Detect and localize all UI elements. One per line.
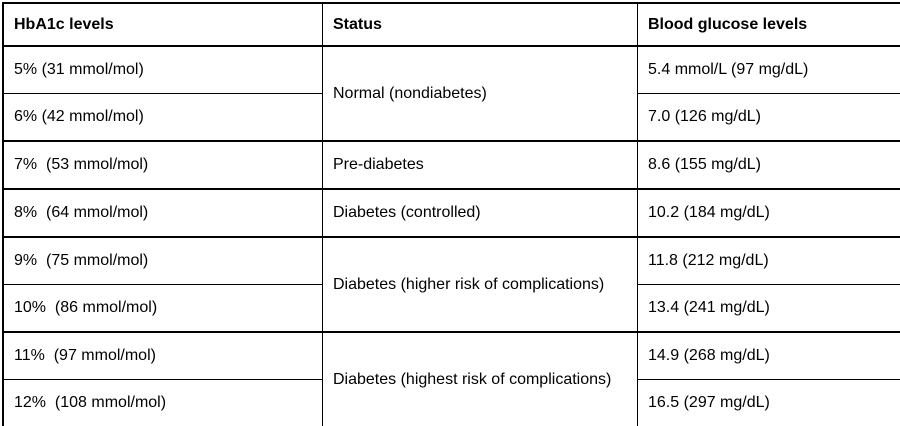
cell-status-higher-risk: Diabetes (higher risk of complications) bbox=[322, 236, 638, 333]
table-row: 5% (31 mmol/mol) Normal (nondiabetes) 5.… bbox=[2, 45, 900, 142]
cell-hba1c: 10% (86 mmol/mol) bbox=[2, 284, 323, 333]
cell-status-prediabetes: Pre-diabetes bbox=[322, 140, 638, 190]
cell-glucose: 10.2 (184 mg/dL) bbox=[637, 188, 900, 238]
column-header-hba1c: HbA1c levels bbox=[2, 2, 323, 47]
cell-hba1c: 6% (42 mmol/mol) bbox=[2, 93, 323, 142]
cell-status-highest-risk: Diabetes (highest risk of complications) bbox=[322, 331, 638, 426]
cell-hba1c: 11% (97 mmol/mol) bbox=[2, 331, 323, 380]
table-row: 12% (108 mmol/mol) 16.5 (297 mg/dL) bbox=[2, 379, 900, 426]
table-row: 8% (64 mmol/mol) Diabetes (controlled) 1… bbox=[2, 188, 900, 238]
cell-glucose: 8.6 (155 mg/dL) bbox=[637, 140, 900, 190]
cell-glucose: 11.8 (212 mg/dL) bbox=[637, 236, 900, 285]
cell-hba1c: 7% (53 mmol/mol) bbox=[2, 140, 323, 190]
table-row: 9% (75 mmol/mol) Diabetes (higher risk o… bbox=[2, 236, 900, 333]
cell-hba1c: 8% (64 mmol/mol) bbox=[2, 188, 323, 238]
cell-glucose: 5.4 mmol/L (97 mg/dL) bbox=[637, 45, 900, 94]
column-header-status: Status bbox=[322, 2, 638, 47]
cell-hba1c: 12% (108 mmol/mol) bbox=[2, 379, 323, 426]
table-row: 6% (42 mmol/mol) 7.0 (126 mg/dL) bbox=[2, 93, 900, 142]
cell-hba1c: 5% (31 mmol/mol) bbox=[2, 45, 323, 94]
table-header-row: HbA1c levels Status Blood glucose levels bbox=[2, 2, 900, 47]
cell-glucose: 14.9 (268 mg/dL) bbox=[637, 331, 900, 380]
column-header-glucose: Blood glucose levels bbox=[637, 2, 900, 47]
cell-status-normal: Normal (nondiabetes) bbox=[322, 45, 638, 142]
cell-glucose: 13.4 (241 mg/dL) bbox=[637, 284, 900, 333]
cell-glucose: 7.0 (126 mg/dL) bbox=[637, 93, 900, 142]
table-row: 11% (97 mmol/mol) Diabetes (highest risk… bbox=[2, 331, 900, 426]
cell-hba1c: 9% (75 mmol/mol) bbox=[2, 236, 323, 285]
table-row: 10% (86 mmol/mol) 13.4 (241 mg/dL) bbox=[2, 284, 900, 333]
cell-glucose: 16.5 (297 mg/dL) bbox=[637, 379, 900, 426]
cell-status-controlled: Diabetes (controlled) bbox=[322, 188, 638, 238]
table-row: 7% (53 mmol/mol) Pre-diabetes 8.6 (155 m… bbox=[2, 140, 900, 190]
